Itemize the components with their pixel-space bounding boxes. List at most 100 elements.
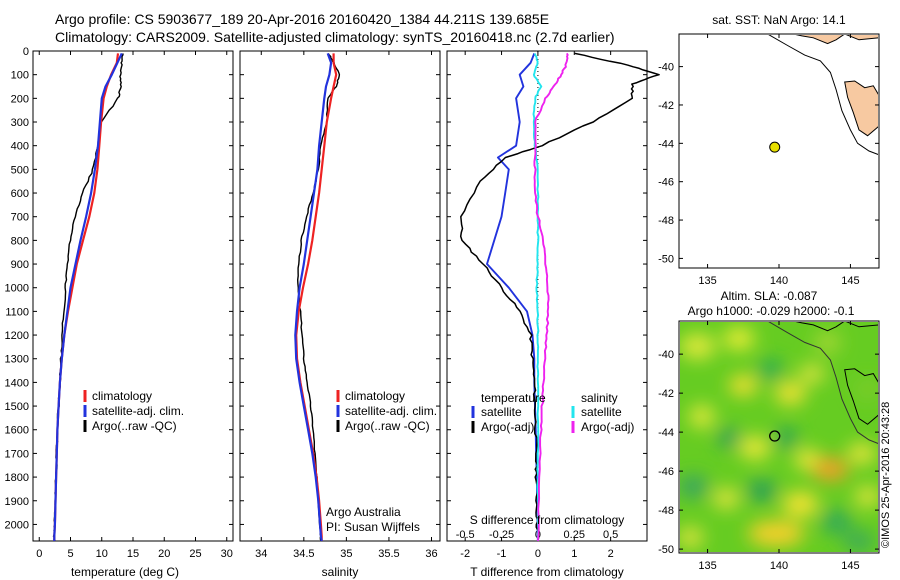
difference-s-axis-label: S difference from climatology [470,513,625,527]
temperature-series-argo [52,53,124,542]
sla-anomaly-blob [728,374,758,396]
temperature-x-tick-label: 0 [36,548,42,560]
sst-shelf-contour [768,35,878,155]
difference-series-temperature-argo [459,52,660,542]
depth-tick-label: 1100 [5,306,29,318]
sla-shelf-contour [768,322,878,444]
sla-anomaly-blob [854,486,878,507]
depth-tick-label: 400 [11,141,29,153]
depth-tick-label: 1900 [5,496,29,508]
sla-anomaly-blob [798,364,825,383]
difference-s-tick-label: -0.5 [456,529,475,541]
sla-anomaly-blob [680,475,709,499]
depth-tick-label: 1400 [5,377,29,389]
depth-tick-label: 700 [11,212,29,224]
argo-float-marker-sla [769,430,781,442]
temperature-legend-label: climatology [92,389,152,403]
salinity-series-argo [297,53,341,541]
mainland-australia-landmass [795,322,878,332]
sla-map-x-tick-label: 145 [841,560,859,572]
sla-anomaly-blob [843,530,875,552]
sla-field-blobs [680,326,878,552]
sla-anomaly-blob [688,404,715,429]
sla-map-y-tick-label: -46 [658,466,674,478]
sst-map-x-tick-label: 140 [770,275,788,287]
sst-map-y-tick-label: -48 [658,215,674,227]
sla-anomaly-blob [680,333,716,360]
salinity-series-climatology [295,53,338,541]
sla-anomaly-blob [854,378,878,400]
difference-legend-label: Argo(-adj) [581,420,634,434]
sla-anomaly-blob [746,480,778,502]
depth-tick-label: 1700 [5,448,29,460]
difference-legend-label: satellite [481,405,522,419]
depth-tick-label: 900 [11,259,29,271]
depth-tick-label: 0 [23,46,29,58]
sst-map-y-tick-label: -42 [658,100,674,112]
sla-map-y-tick-label: -40 [658,349,674,361]
temperature-x-tick-label: 25 [189,548,201,560]
mainland-australia-landmass [795,35,878,45]
temperature-plot-frame [32,50,234,542]
temperature-series-climatology [53,53,120,541]
depth-tick-label: 1600 [5,425,29,437]
difference-legend-label: Argo(-adj) [481,420,534,434]
salinity-x-tick-label: 35.5 [378,548,399,560]
difference-t-axis-label: T difference from climatology [470,565,624,579]
difference-legend-header-salinity: salinity [581,391,618,405]
sla-anomaly-blob [847,443,877,464]
sla-anomaly-blob [812,457,849,481]
sla-anomaly-blob [757,359,784,381]
sla-anomaly-blob [774,381,807,405]
difference-series-salinity-sat_salinity [532,53,543,541]
difference-plot-frame [446,50,648,542]
depth-tick-label: 800 [11,235,29,247]
temperature-series-satellite [53,52,123,541]
sla-anomaly-blob [717,428,741,448]
sla-anomaly-blob [713,488,740,509]
temperature-legend-label: satellite-adj. clim. [92,404,184,418]
difference-series-salinity-argo_salinity [533,52,569,542]
depth-tick-label: 100 [11,70,29,82]
depth-tick-label: 300 [11,117,29,129]
difference-s-tick-label: 0.5 [603,529,618,541]
sst-map-y-tick-label: -40 [658,62,674,74]
sst-map-frame [678,33,880,269]
salinity-annotation-line-1: Argo Australia [326,505,401,519]
depth-tick-label: 1500 [5,401,29,413]
sla-anomaly-blob [747,520,805,547]
argo-float-marker [769,141,781,153]
difference-t-tick-label: 1 [571,548,577,560]
difference-t-tick-label: 2 [608,548,614,560]
sla-anomaly-blob [680,527,704,548]
tasmania-landmass [844,368,878,425]
depth-tick-label: 1300 [5,354,29,366]
salinity-annotation-line-2: PI: Susan Wijffels [326,520,420,534]
difference-t-tick-label: 0 [535,548,541,560]
sla-anomaly-blob [723,326,755,351]
salinity-legend-label: climatology [345,389,405,403]
depth-tick-label: 600 [11,188,29,200]
figure-title-line-2: Climatology: CARS2009. Satellite-adjuste… [55,29,615,45]
depth-tick-label: 1800 [5,472,29,484]
sst-map-y-tick-label: -46 [658,177,674,189]
depth-tick-label: 2000 [5,519,29,531]
salinity-plot-frame [239,50,441,542]
temperature-legend-label: Argo(..raw -QC) [92,419,177,433]
sla-map-title: Altim. SLA: -0.087 [721,289,818,303]
temperature-x-tick-label: 30 [221,548,233,560]
salinity-legend-label: satellite-adj. clim. [345,404,437,418]
sla-anomaly-blob [782,491,819,518]
sst-map-x-tick-label: 135 [698,275,716,287]
difference-t-tick-label: -1 [497,548,507,560]
difference-s-tick-label: 0.25 [564,529,585,541]
salinity-x-tick-label: 34 [255,548,267,560]
depth-tick-label: 1000 [5,283,29,295]
sst-map-content [768,35,878,155]
salinity-x-tick-label: 36 [425,548,437,560]
sla-map-y-tick-label: -50 [658,544,674,556]
sst-map-title: sat. SST: NaN Argo: 14.1 [712,13,846,27]
temperature-x-tick-label: 10 [96,548,108,560]
depth-tick-label: 500 [11,164,29,176]
sla-map-x-tick-label: 135 [698,560,716,572]
